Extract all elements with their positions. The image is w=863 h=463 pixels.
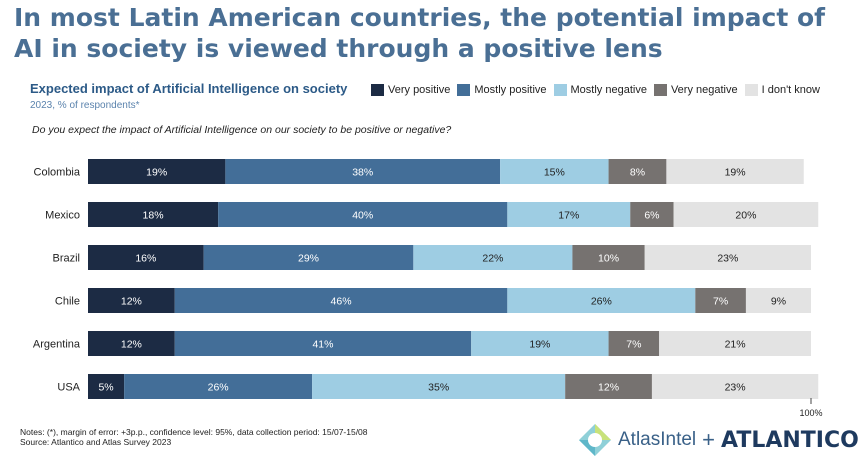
legend-swatch-mostly-positive — [457, 84, 471, 96]
data-label-mexico-mostly-positive: 40% — [352, 210, 373, 222]
brand-logos: AtlasIntel + ATLANTICO — [578, 422, 859, 458]
legend-item-mostly-negative: Mostly negative — [553, 84, 647, 96]
survey-question: Do you expect the impact of Artificial I… — [32, 124, 452, 136]
data-label-brazil-mostly-negative: 22% — [482, 253, 503, 265]
data-label-mexico-very-positive: 18% — [143, 210, 164, 222]
category-label-usa: USA — [57, 382, 80, 394]
legend-item-very-negative: Very negative — [653, 84, 738, 96]
bar-usa-very-negative — [565, 374, 652, 399]
chart-title: Expected impact of Artificial Intelligen… — [30, 81, 348, 96]
legend-label-dont-know: I don't know — [761, 84, 820, 96]
legend-label-very-positive: Very positive — [388, 84, 451, 96]
bar-colombia-i-don-t-know — [666, 159, 804, 184]
category-label-brazil: Brazil — [52, 253, 80, 265]
legend-label-very-negative: Very negative — [670, 84, 738, 96]
data-label-argentina-very-negative: 7% — [626, 339, 641, 351]
source-line: Source: Atlantico and Atlas Survey 2023 — [20, 437, 172, 447]
data-label-brazil-mostly-positive: 29% — [298, 253, 319, 265]
data-label-usa-i-don-t-know: 23% — [725, 382, 746, 394]
legend-item-dont-know: I don't know — [744, 84, 820, 96]
bar-argentina-very-positive — [88, 331, 175, 356]
x-end-label: 100% — [799, 408, 822, 418]
data-label-chile-very-negative: 7% — [713, 296, 728, 308]
legend-item-mostly-positive: Mostly positive — [457, 84, 547, 96]
bar-colombia-mostly-positive — [225, 159, 501, 184]
bar-usa-very-positive — [88, 374, 125, 399]
data-label-chile-i-don-t-know: 9% — [771, 296, 786, 308]
bar-chile-mostly-negative — [507, 288, 696, 313]
bar-colombia-very-negative — [608, 159, 667, 184]
data-label-argentina-mostly-positive: 41% — [312, 339, 333, 351]
bar-mexico-mostly-negative — [507, 202, 631, 227]
atlantico-wordmark: ATLANTICO — [721, 427, 859, 453]
legend: Very positive Mostly positive Mostly neg… — [371, 83, 827, 97]
atlasintel-wordmark: AtlasIntel — [618, 429, 697, 450]
bar-usa-i-don-t-know — [651, 374, 819, 399]
legend-label-mostly-negative: Mostly negative — [570, 84, 647, 96]
category-label-argentina: Argentina — [33, 339, 81, 351]
legend-swatch-very-negative — [653, 84, 667, 96]
bar-mexico-very-positive — [88, 202, 219, 227]
bar-mexico-very-negative — [630, 202, 674, 227]
data-label-colombia-very-positive: 19% — [146, 167, 167, 179]
notes-line: Notes: (*), margin of error: +3p.p., con… — [20, 427, 368, 437]
legend-label-mostly-positive: Mostly positive — [474, 84, 547, 96]
data-label-mexico-very-negative: 6% — [644, 210, 659, 222]
data-label-mexico-i-don-t-know: 20% — [735, 210, 756, 222]
bar-argentina-i-don-t-know — [659, 331, 811, 356]
bar-mexico-mostly-positive — [218, 202, 508, 227]
atlasintel-logo-icon — [579, 424, 611, 456]
bar-colombia-very-positive — [88, 159, 226, 184]
footnotes: Notes: (*), margin of error: +3p.p., con… — [20, 427, 368, 447]
data-label-chile-very-positive: 12% — [121, 296, 142, 308]
bar-chile-i-don-t-know — [745, 288, 811, 313]
category-label-colombia: Colombia — [34, 167, 81, 179]
data-label-mexico-mostly-negative: 17% — [558, 210, 579, 222]
legend-item-very-positive: Very positive — [371, 84, 450, 96]
bar-usa-mostly-positive — [124, 374, 313, 399]
bar-brazil-very-negative — [572, 245, 645, 270]
data-label-colombia-very-negative: 8% — [630, 167, 645, 179]
data-label-chile-mostly-negative: 26% — [591, 296, 612, 308]
bar-chile-mostly-positive — [174, 288, 508, 313]
data-label-argentina-very-positive: 12% — [121, 339, 142, 351]
bar-chile-very-negative — [695, 288, 746, 313]
data-label-usa-very-negative: 12% — [598, 382, 619, 394]
bar-mexico-i-don-t-know — [673, 202, 819, 227]
bar-usa-mostly-negative — [312, 374, 566, 399]
legend-swatch-very-positive — [371, 84, 384, 96]
legend-swatch-mostly-negative — [553, 84, 567, 96]
data-label-usa-very-positive: 5% — [98, 382, 113, 394]
brand-plus: + — [702, 427, 716, 452]
chart-subtitle: 2023, % of respondents* — [30, 100, 140, 111]
data-label-argentina-i-don-t-know: 21% — [725, 339, 746, 351]
bar-colombia-mostly-negative — [500, 159, 609, 184]
bar-argentina-very-negative — [608, 331, 660, 356]
bar-argentina-mostly-negative — [471, 331, 609, 356]
category-label-chile: Chile — [55, 296, 80, 308]
data-label-usa-mostly-positive: 26% — [208, 382, 229, 394]
bar-chile-very-positive — [88, 288, 175, 313]
data-label-argentina-mostly-negative: 19% — [529, 339, 550, 351]
data-label-colombia-i-don-t-know: 19% — [725, 167, 746, 179]
bar-brazil-i-don-t-know — [644, 245, 811, 270]
data-label-colombia-mostly-positive: 38% — [352, 167, 373, 179]
data-label-chile-mostly-positive: 46% — [331, 296, 352, 308]
data-label-brazil-very-negative: 10% — [598, 253, 619, 265]
headline: In most Latin American countries, the po… — [14, 3, 826, 63]
data-label-brazil-i-don-t-know: 23% — [717, 253, 738, 265]
bar-brazil-mostly-negative — [413, 245, 573, 270]
legend-swatch-dont-know — [744, 84, 758, 96]
data-label-colombia-mostly-negative: 15% — [544, 167, 565, 179]
data-label-usa-mostly-negative: 35% — [428, 382, 449, 394]
bar-argentina-mostly-positive — [174, 331, 472, 356]
data-label-brazil-very-positive: 16% — [135, 253, 156, 265]
bar-brazil-very-positive — [88, 245, 204, 270]
category-label-mexico: Mexico — [45, 210, 80, 222]
bar-brazil-mostly-positive — [203, 245, 414, 270]
